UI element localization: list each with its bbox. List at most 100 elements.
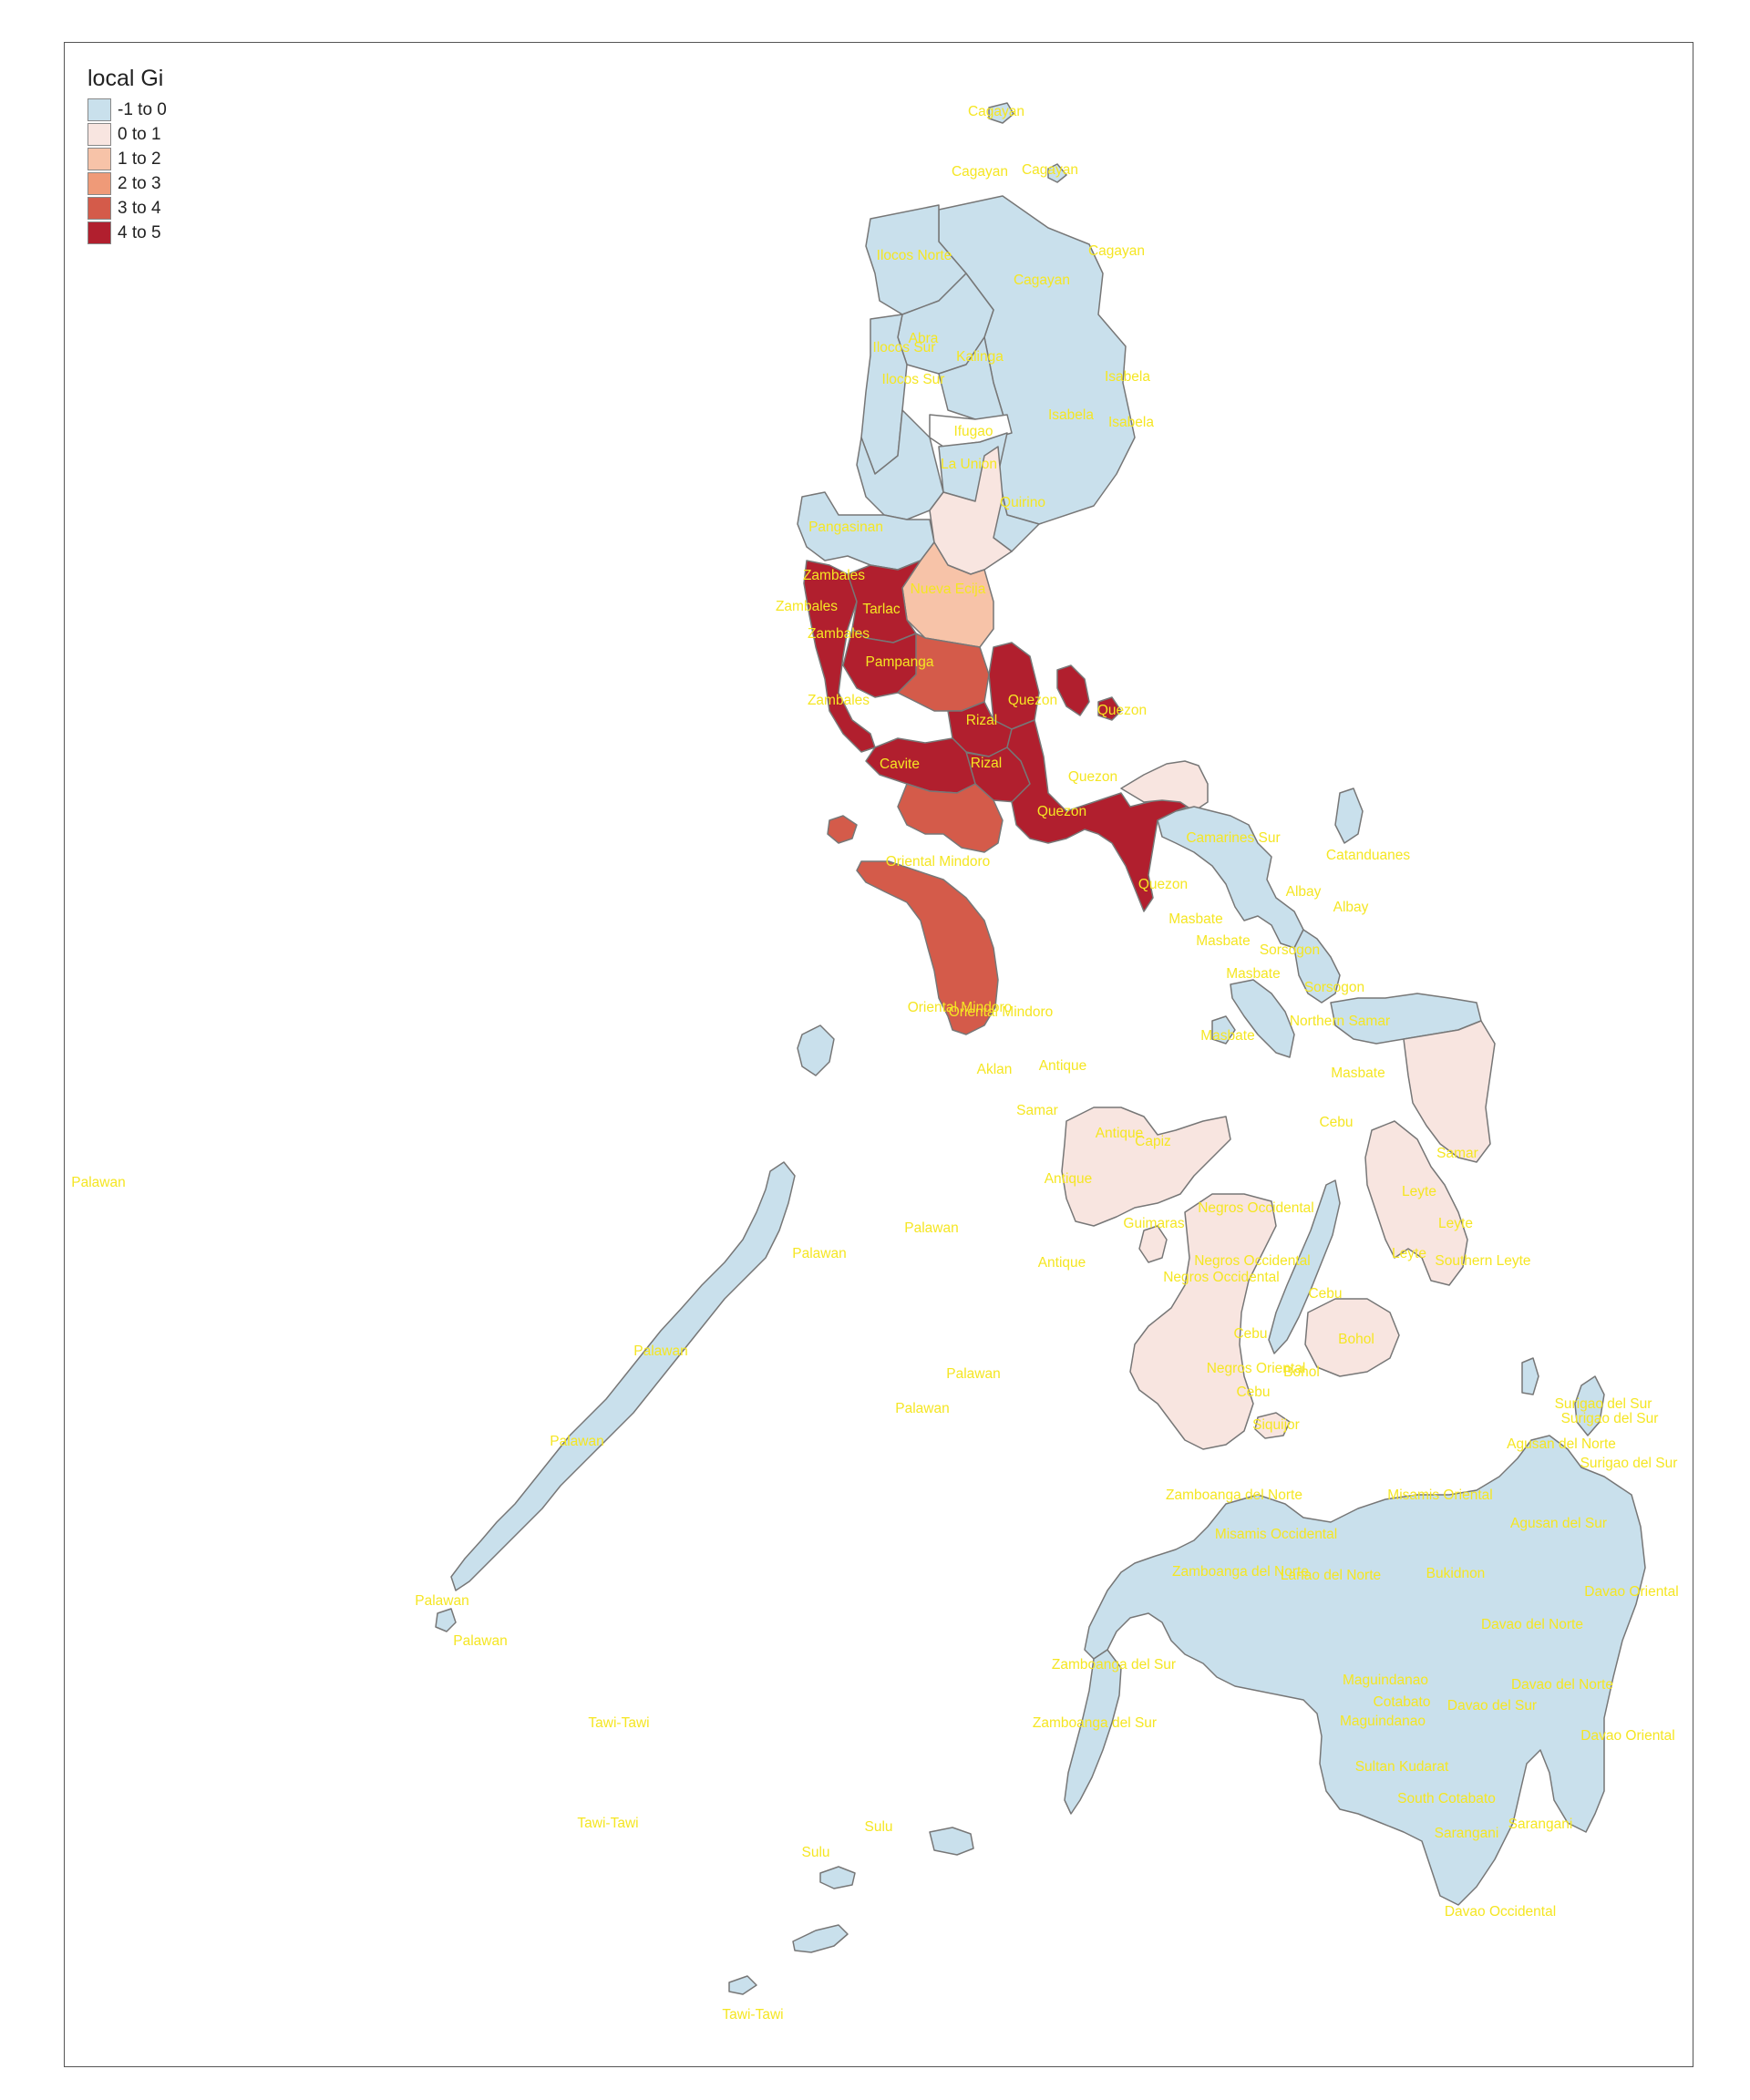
province-label: Cagayan <box>1014 273 1070 288</box>
province-label: Zamboanga del Norte <box>1172 1564 1309 1580</box>
province-label: Abra <box>909 331 939 346</box>
province-label: Tawi-Tawi <box>588 1715 649 1731</box>
province-label: Agusan del Sur <box>1510 1516 1607 1531</box>
province-label: Capiz <box>1135 1134 1171 1149</box>
province-label: Misamis Occidental <box>1215 1527 1337 1542</box>
legend-swatch <box>88 148 111 170</box>
legend-item: 3 to 4 <box>88 196 167 221</box>
province-label: Sultan Kudarat <box>1355 1759 1449 1775</box>
legend-swatch <box>88 221 111 244</box>
legend-label: 3 to 4 <box>118 198 161 218</box>
province-label: Isabela <box>1048 407 1094 423</box>
province-label: Siquijor <box>1252 1417 1300 1433</box>
province-labels: Cagayan Cagayan Cagayan Cagayan Cagayan Iloco… <box>71 104 1678 2023</box>
province-label: Zambales <box>803 568 865 583</box>
legend-swatch <box>88 98 111 121</box>
province-label: Cebu <box>1319 1115 1353 1130</box>
province-label: Cavite <box>880 757 920 772</box>
province-label: Palawan <box>415 1593 468 1609</box>
province-label: Quezon <box>1097 703 1147 718</box>
region-bohol <box>1304 1298 1400 1377</box>
region-palawan <box>450 1161 796 1591</box>
province-label: Negros Occidental <box>1194 1253 1311 1269</box>
province-label: Antique <box>1096 1126 1144 1141</box>
province-label: Ifugao <box>953 424 993 439</box>
legend-item: -1 to 0 <box>88 98 167 122</box>
region-quezon-polillo <box>1056 664 1090 716</box>
province-label: Albay <box>1333 900 1369 915</box>
region-quezon-small <box>1097 696 1122 721</box>
province-label: Antique <box>1038 1255 1086 1271</box>
province-label: Palawan <box>71 1175 125 1190</box>
province-label: Sulu <box>801 1845 829 1860</box>
province-label: Tawi-Tawi <box>577 1816 638 1831</box>
province-label: Nueva Ecija <box>911 582 986 597</box>
region-masbate-sm <box>1211 1015 1236 1045</box>
province-label: Sarangani <box>1508 1817 1573 1832</box>
region-basilan <box>929 1827 974 1856</box>
region-zamboanga-peninsula <box>1064 1649 1122 1815</box>
province-label: Masbate <box>1226 966 1280 982</box>
province-label: Zamboanga del Norte <box>1166 1488 1302 1503</box>
province-label: Antique <box>1045 1171 1093 1187</box>
province-label: Rizal <box>966 713 997 728</box>
province-label: Albay <box>1286 884 1322 900</box>
province-label: Agusan del Norte <box>1507 1436 1616 1452</box>
region-kalinga <box>938 336 1008 429</box>
province-label: Ilocos Sur <box>882 372 945 387</box>
legend-item: 1 to 2 <box>88 147 167 171</box>
region-panay <box>1061 1107 1231 1227</box>
province-label: Ilocos Sur <box>873 340 936 355</box>
region-tarlac <box>847 560 921 643</box>
region-lubang <box>827 815 858 844</box>
province-label: Zambales <box>808 626 870 642</box>
region-samar <box>1403 1020 1496 1163</box>
region-dinagat <box>1521 1357 1539 1395</box>
province-label: Quezon <box>1068 769 1117 785</box>
province-label: Kalinga <box>956 349 1004 365</box>
province-label: Leyte <box>1392 1246 1426 1261</box>
region-balabac <box>435 1608 457 1632</box>
legend-swatch <box>88 123 111 146</box>
province-label: Bukidnon <box>1426 1566 1486 1581</box>
region-leyte <box>1364 1120 1468 1286</box>
region-mindanao <box>1084 1435 1646 1906</box>
province-label: Davao del Norte <box>1481 1617 1583 1632</box>
province-label: Davao Oriental <box>1584 1584 1678 1600</box>
region-siquijor <box>1254 1412 1291 1439</box>
province-label: Misamis Oriental <box>1387 1488 1492 1503</box>
province-label: Bohol <box>1283 1364 1320 1380</box>
region-quezon-main <box>1006 719 1204 912</box>
province-label: Surigao del Sur <box>1561 1411 1659 1426</box>
province-label: Isabela <box>1108 415 1154 430</box>
province-label: Davao del Norte <box>1511 1677 1613 1693</box>
province-label: Camarines Sur <box>1186 830 1280 846</box>
province-label: Samar <box>1016 1103 1058 1118</box>
province-label: Lanao del Norte <box>1281 1568 1381 1583</box>
legend-rows: -1 to 0 0 to 1 1 to 2 2 to 3 3 to 4 4 to 5 <box>88 98 167 245</box>
legend-title: local Gi <box>88 66 164 91</box>
region-calayan <box>988 102 1014 124</box>
province-label: Masbate <box>1196 933 1250 949</box>
province-label: Antique <box>1039 1058 1087 1074</box>
province-label: Bohol <box>1338 1332 1374 1347</box>
province-label: Surigao del Sur <box>1580 1456 1678 1471</box>
province-label: Oriental Mindoro <box>908 1000 1013 1015</box>
province-label: Zamboanga del Sur <box>1052 1657 1176 1673</box>
province-label: Cebu <box>1308 1286 1342 1302</box>
province-label: Tawi-Tawi <box>722 2007 783 2023</box>
province-label: Quirino <box>1000 495 1045 510</box>
province-label: Quezon <box>1037 804 1086 819</box>
province-label: Surigao del Sur <box>1555 1396 1652 1412</box>
province-label: Zamboanga del Sur <box>1033 1715 1157 1731</box>
region-catanduanes <box>1334 788 1364 844</box>
province-label: Zambales <box>776 599 838 614</box>
province-label: La Union <box>941 457 997 472</box>
province-label: Cagayan <box>1022 162 1078 178</box>
province-label: Masbate <box>1168 911 1222 927</box>
province-label: Maguindanao <box>1343 1673 1428 1688</box>
province-label: Palawan <box>792 1246 846 1261</box>
province-label: Leyte <box>1402 1184 1436 1199</box>
province-label: Guimaras <box>1123 1216 1184 1231</box>
region-negros <box>1129 1193 1277 1450</box>
